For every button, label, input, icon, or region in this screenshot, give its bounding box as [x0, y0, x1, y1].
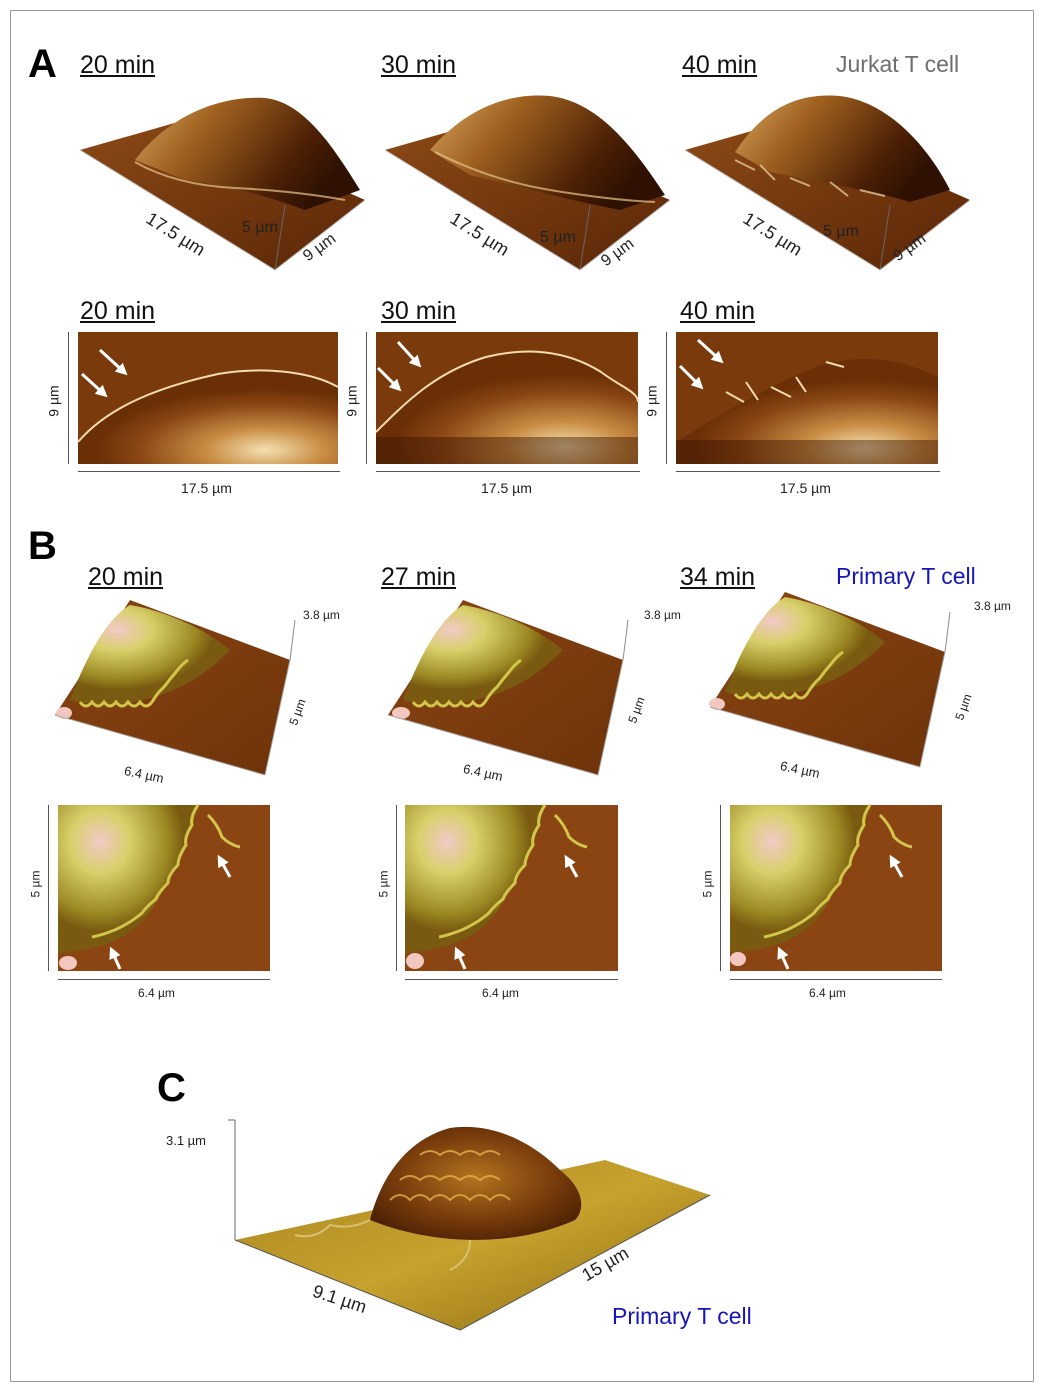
scalebar-v-a5 — [366, 332, 367, 464]
scalebar-h-b4 — [58, 979, 270, 980]
time-label-a3: 40 min — [682, 51, 758, 79]
z-dim-b1: 3.8 µm — [303, 608, 340, 622]
figure-frame — [10, 10, 1034, 1382]
afm-3d-primary-dome — [228, 1119, 711, 1331]
y-dim-a4: 9 µm — [45, 385, 62, 417]
panel-letter-b: B — [28, 524, 57, 568]
y-dim-b5: 5 µm — [376, 870, 391, 898]
scalebar-h-b6 — [730, 979, 942, 980]
y-dim-b4: 5 µm — [28, 870, 43, 898]
scalebar-v-a6 — [666, 332, 667, 464]
time-label-a1: 20 min — [80, 51, 156, 79]
afm-2d-primary-20min — [58, 804, 270, 971]
time-label-b1: 20 min — [88, 563, 164, 591]
x-dim-b6: 6.4 µm — [809, 986, 846, 1000]
cell-type-label-a: Jurkat T cell — [836, 51, 960, 77]
x-dim-a4: 17.5 µm — [181, 480, 232, 496]
panel-letter-a: A — [28, 42, 57, 86]
time-label-b2: 27 min — [381, 563, 457, 591]
scalebar-h-b5 — [405, 979, 618, 980]
afm-2d-jurkat-20min — [77, 332, 339, 464]
scalebar-h-a6 — [676, 471, 940, 472]
afm-2d-jurkat-30min — [375, 332, 639, 464]
afm-3d-primary-34min — [709, 592, 951, 768]
time-label-a5: 30 min — [381, 297, 457, 325]
afm-3d-jurkat-20min — [79, 97, 366, 271]
afm-2d-primary-27min — [405, 804, 618, 971]
scalebar-v-b4 — [48, 805, 49, 971]
x-dim-b5: 6.4 µm — [482, 986, 519, 1000]
x-dim-a6: 17.5 µm — [780, 480, 831, 496]
afm-3d-primary-20min — [54, 600, 296, 776]
x-dim-b4: 6.4 µm — [138, 986, 175, 1000]
scalebar-v-a4 — [68, 332, 69, 464]
scalebar-v-b6 — [720, 805, 721, 971]
z-dim-a3: 5 µm — [823, 223, 859, 240]
y-dim-a6: 9 µm — [643, 385, 660, 417]
time-label-a6: 40 min — [680, 297, 756, 325]
y-dim-a5: 9 µm — [343, 385, 360, 417]
afm-2d-jurkat-40min — [676, 332, 938, 464]
time-label-a2: 30 min — [381, 51, 457, 79]
panel-letter-c: C — [157, 1066, 186, 1110]
z-dim-a2: 5 µm — [540, 229, 576, 246]
y-dim-b6: 5 µm — [700, 870, 715, 898]
afm-3d-primary-27min — [387, 600, 629, 776]
z-dim-b2: 3.8 µm — [644, 608, 681, 622]
cell-type-label-b: Primary T cell — [836, 563, 976, 589]
time-label-b3: 34 min — [680, 563, 756, 591]
afm-3d-jurkat-30min — [384, 95, 671, 271]
afm-3d-jurkat-40min — [684, 95, 971, 271]
z-dim-b3: 3.8 µm — [974, 599, 1011, 613]
scalebar-h-a5 — [376, 471, 640, 472]
x-dim-a5: 17.5 µm — [481, 480, 532, 496]
time-label-a4: 20 min — [80, 297, 156, 325]
z-dim-a1: 5 µm — [242, 219, 278, 236]
scalebar-h-a4 — [78, 471, 340, 472]
afm-2d-primary-34min — [730, 804, 942, 971]
cell-type-label-c: Primary T cell — [612, 1303, 752, 1329]
z-dim-c: 3.1 µm — [166, 1133, 207, 1148]
scalebar-v-b5 — [396, 805, 397, 971]
